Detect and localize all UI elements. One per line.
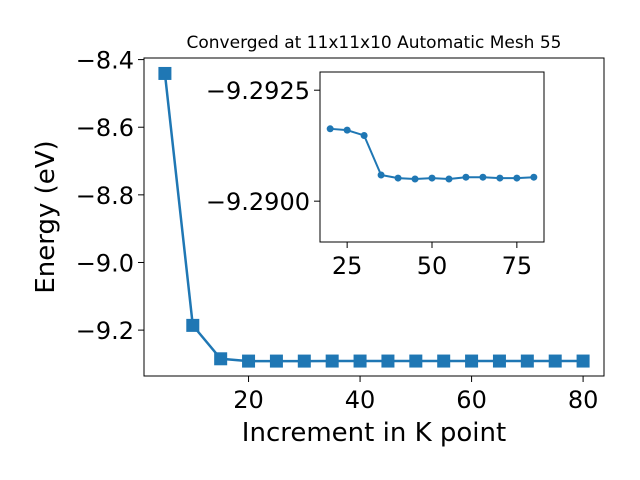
inset-background xyxy=(320,72,544,242)
inset-data-point xyxy=(343,126,351,134)
main-plot-frame xyxy=(143,57,605,377)
main-series-line xyxy=(163,73,584,363)
inset-data-point xyxy=(394,174,402,182)
inset-plot xyxy=(326,125,538,183)
main-data-point xyxy=(465,354,479,368)
main-x-tick-label: 20 xyxy=(233,386,264,414)
chart-title: Converged at 11x11x10 Automatic Mesh 55 xyxy=(187,33,562,53)
main-y-tick-label: −8.6 xyxy=(76,114,134,142)
main-ticks: 20 40 60 80 −8.4 −8.6 −8.8 −9.0 −9.2 xyxy=(76,47,599,414)
main-y-tick-label: −9.2 xyxy=(76,317,134,345)
main-x-tick-label: 60 xyxy=(456,386,487,414)
main-data-point xyxy=(548,354,562,368)
inset-data-point xyxy=(445,175,453,183)
main-plot xyxy=(158,66,590,368)
main-data-point xyxy=(409,354,423,368)
main-data-point xyxy=(186,318,200,332)
main-data-point xyxy=(520,354,534,368)
y-axis-label: Energy (eV) xyxy=(31,140,61,293)
x-axis-label: Increment in K point xyxy=(242,418,506,448)
inset-ticks: 25 50 75 −9.2925 −9.2900 xyxy=(206,77,532,280)
main-x-tick-label: 80 xyxy=(568,386,599,414)
main-data-point xyxy=(437,354,451,368)
inset-data-point xyxy=(326,125,334,133)
inset-x-tick-label: 50 xyxy=(417,252,448,280)
inset-y-tick-label: −9.2900 xyxy=(206,188,310,216)
inset-x-tick-label: 25 xyxy=(332,252,363,280)
main-y-tick-label: −8.8 xyxy=(76,182,134,210)
inset-data-point xyxy=(462,173,470,181)
main-data-point xyxy=(381,354,395,368)
inset-data-point xyxy=(377,171,385,179)
main-data-point xyxy=(353,354,367,368)
main-y-tick-label: −9.0 xyxy=(76,249,134,277)
main-data-point xyxy=(158,66,172,80)
inset-data-point xyxy=(496,174,504,182)
main-data-point xyxy=(214,352,228,366)
main-data-point xyxy=(576,354,590,368)
inset-data-point xyxy=(530,173,538,181)
inset-data-point xyxy=(428,174,436,182)
main-data-point xyxy=(242,354,256,368)
inset-y-tick-label: −9.2925 xyxy=(206,77,310,105)
inset-data-point xyxy=(360,131,368,139)
inset-data-point xyxy=(513,174,521,182)
inset-x-tick-label: 75 xyxy=(502,252,533,280)
inset-data-point xyxy=(479,173,487,181)
inset-data-point xyxy=(411,175,419,183)
main-data-point xyxy=(325,354,339,368)
main-data-point xyxy=(269,354,283,368)
main-x-tick-label: 40 xyxy=(345,386,376,414)
main-data-point xyxy=(492,354,506,368)
main-data-point xyxy=(297,354,311,368)
main-y-tick-label: −8.4 xyxy=(76,47,134,75)
